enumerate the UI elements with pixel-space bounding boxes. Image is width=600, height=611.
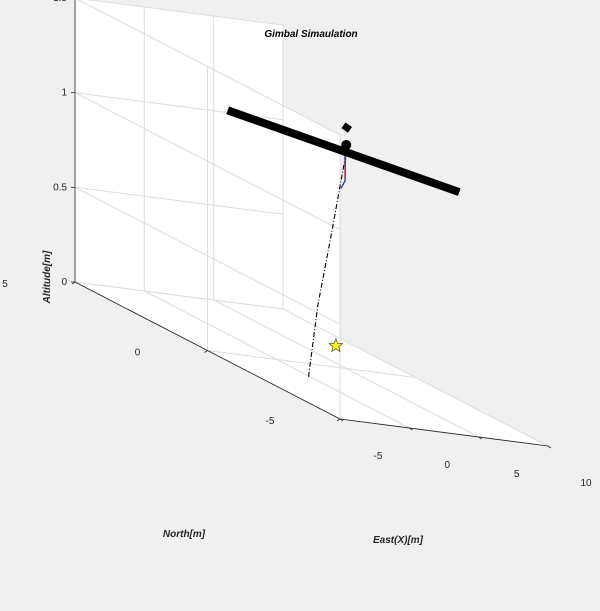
x-tick-mark <box>547 445 552 449</box>
z-axis-label: Altitude[m] <box>42 250 53 304</box>
y-tick-mark <box>204 350 208 353</box>
x-tick-label: 0 <box>445 460 451 471</box>
x-tick-mark <box>478 436 482 440</box>
target-star-marker <box>328 337 344 353</box>
y-tick-label: -5 <box>266 416 275 427</box>
y-tick-label: 5 <box>2 279 8 290</box>
tick-labels: -5 0 5 10 -5 0 5 0 0.5 1 1.5 <box>2 0 592 489</box>
x-axis-line <box>339 418 549 447</box>
y-axis-label: North[m] <box>163 529 206 540</box>
quadrotor-arm-2 <box>341 122 352 133</box>
y-tick-mark <box>336 418 341 422</box>
y-tick-label: 0 <box>135 348 141 359</box>
z-grid-line <box>77 0 341 136</box>
x-axis-label: East(X)[m] <box>373 535 424 546</box>
z-tick-label: 0.5 <box>53 182 67 193</box>
chart-title: Gimbal Simaulation <box>264 29 357 40</box>
x-tick-label: 10 <box>580 478 592 489</box>
z-tick-label: 0 <box>61 277 67 288</box>
x-tick-mark <box>339 418 344 422</box>
x-tick-mark <box>409 427 413 431</box>
plot-data <box>226 106 461 379</box>
z-tick-label: 1.5 <box>53 0 67 4</box>
quadrotor-arm-1 <box>226 106 461 196</box>
quadrotor-hub <box>341 139 352 150</box>
x-tick-label: 5 <box>514 469 520 480</box>
z-tick-label: 1 <box>61 88 67 99</box>
x-tick-label: -5 <box>374 451 383 462</box>
